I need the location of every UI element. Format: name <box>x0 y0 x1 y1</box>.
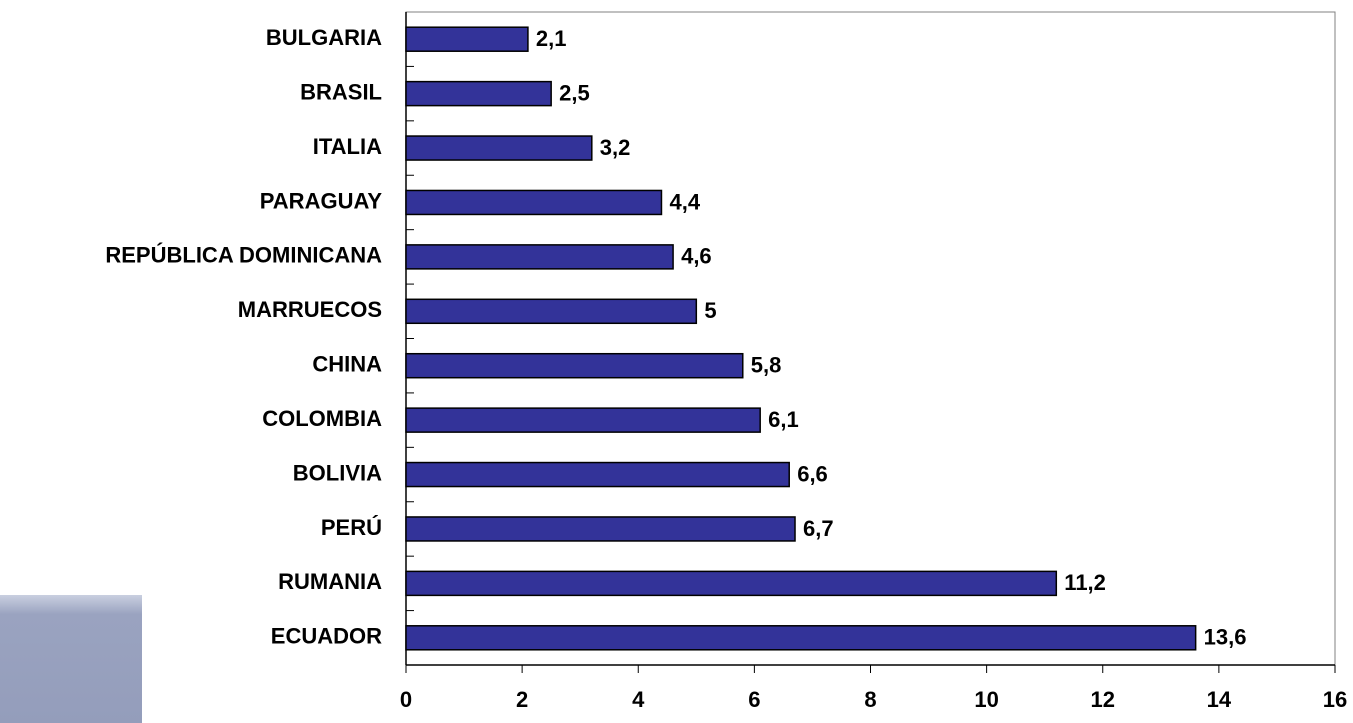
x-tick-label: 2 <box>516 687 528 712</box>
data-label: 5,8 <box>751 353 782 378</box>
plot-frame <box>405 11 1336 666</box>
bar <box>405 26 529 52</box>
y-tick-label: PARAGUAY <box>260 188 383 213</box>
x-tick-label: 10 <box>974 687 998 712</box>
bar <box>405 352 744 379</box>
bar <box>405 407 761 433</box>
decoration <box>0 595 142 723</box>
y-tick-label: PERÚ <box>321 515 382 540</box>
x-tick-label: 16 <box>1323 687 1347 712</box>
y-tick-label: REPÚBLICA DOMINICANA <box>105 243 382 268</box>
x-tick-label: 0 <box>400 687 412 712</box>
y-tick-label: MARRUECOS <box>238 297 382 322</box>
data-label: 3,2 <box>600 135 631 160</box>
y-tick-label: ITALIA <box>313 134 382 159</box>
bar <box>405 244 674 270</box>
data-label: 6,7 <box>803 516 834 541</box>
y-tick-label: BRASIL <box>300 79 382 104</box>
data-label: 6,1 <box>768 407 799 432</box>
x-tick-label: 6 <box>748 687 760 712</box>
x-tick-label: 14 <box>1207 687 1232 712</box>
y-tick-label: BOLIVIA <box>293 460 382 485</box>
data-label: 13,6 <box>1204 625 1247 650</box>
data-label: 6,6 <box>797 461 828 486</box>
y-tick-label: ECUADOR <box>271 624 382 649</box>
x-tick-label: 4 <box>632 687 645 712</box>
data-label: 11,2 <box>1064 570 1106 595</box>
bar <box>405 516 796 542</box>
bar <box>405 189 663 216</box>
bar <box>405 80 552 107</box>
bar <box>405 298 698 325</box>
y-tick-label: BULGARIA <box>266 25 382 50</box>
y-tick-label: CHINA <box>312 352 382 377</box>
y-tick-label: COLOMBIA <box>262 406 382 431</box>
y-tick-label: RUMANIA <box>278 569 382 594</box>
data-label: 2,5 <box>559 80 590 105</box>
data-label: 2,1 <box>536 26 567 51</box>
x-tick-label: 12 <box>1091 687 1115 712</box>
bar <box>405 135 593 161</box>
data-label: 5 <box>704 298 716 323</box>
bar <box>405 625 1197 651</box>
data-label: 4,4 <box>669 189 700 214</box>
bar <box>405 461 790 488</box>
data-label: 4,6 <box>681 244 712 269</box>
x-tick-label: 8 <box>864 687 876 712</box>
bar <box>405 570 1058 597</box>
